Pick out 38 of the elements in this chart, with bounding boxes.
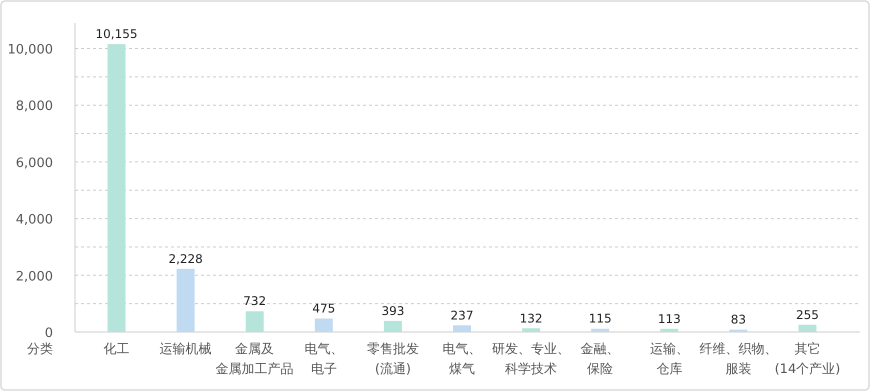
- x-tick-label: 金属及金属加工产品: [216, 342, 294, 377]
- bar: [384, 320, 402, 332]
- x-tick-label: 电气、煤气: [442, 342, 482, 377]
- bar: [246, 311, 264, 332]
- bar: [108, 44, 126, 332]
- data-label: 255: [796, 308, 819, 322]
- x-tick-label: 运输、仓库: [650, 342, 689, 377]
- data-label: 237: [450, 308, 474, 322]
- bar: [591, 328, 610, 332]
- y-tick-label: 10,000: [8, 42, 53, 58]
- data-label: 10,155: [96, 27, 138, 42]
- y-tick-label: 6,000: [16, 156, 53, 171]
- bar: [798, 324, 816, 332]
- x-axis-title: 分类: [27, 342, 53, 357]
- x-tick-label: 金融、保险: [580, 342, 620, 377]
- x-tick-label: 其它(14个产业): [774, 341, 840, 377]
- bar: [314, 318, 333, 332]
- data-label: 393: [381, 304, 404, 318]
- data-label: 475: [312, 302, 336, 316]
- y-tick-label: 8,000: [16, 99, 53, 114]
- y-tick-label: 0: [44, 326, 53, 341]
- data-label: 2,228: [168, 252, 203, 266]
- data-label: 115: [588, 312, 612, 326]
- data-label: 132: [520, 311, 543, 326]
- x-tick-label: 研发、专业、科学技术: [492, 342, 570, 377]
- x-tick-label: 运输机械: [160, 342, 212, 357]
- x-tick-label: 化工: [104, 342, 130, 357]
- y-tick-label: 4,000: [16, 212, 53, 228]
- data-label: 113: [658, 312, 681, 326]
- data-label: 83: [730, 312, 746, 327]
- bar: [176, 268, 195, 332]
- y-tick-label: 2,000: [16, 269, 53, 284]
- x-tick-label: 电气、电子: [304, 342, 344, 377]
- bar: [453, 325, 471, 332]
- x-tick-label: 零售批发(流通): [366, 342, 419, 377]
- data-label: 732: [243, 294, 266, 308]
- bar: [660, 328, 678, 332]
- bar: [522, 328, 540, 332]
